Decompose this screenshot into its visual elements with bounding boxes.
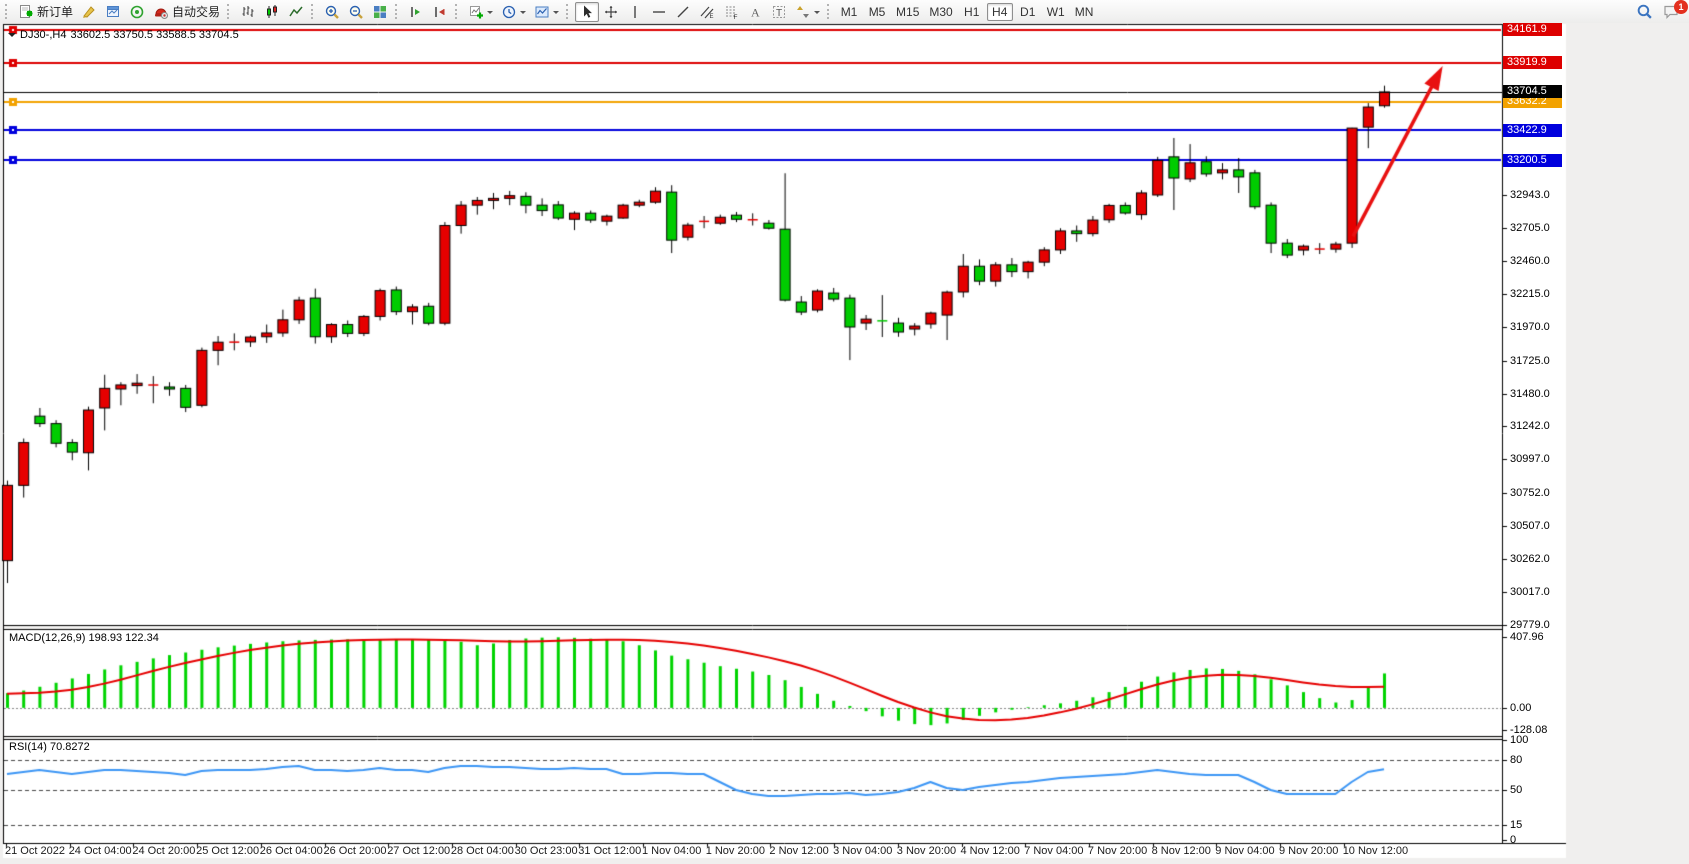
search-icon [1637, 4, 1652, 19]
text-icon: A [751, 5, 760, 19]
crosshair-button[interactable] [599, 2, 623, 22]
timeframe-button-M30[interactable]: M30 [925, 3, 956, 21]
toolbar-grip[interactable] [227, 4, 232, 19]
toolbar-grip[interactable] [566, 4, 571, 19]
label-icon: T [773, 5, 786, 19]
horizontal-line-icon [653, 10, 666, 13]
template-button[interactable] [530, 2, 563, 22]
template-icon [535, 6, 549, 17]
vertical-line-button[interactable] [623, 2, 647, 22]
zoom-in-button[interactable] [320, 2, 344, 22]
periods-button[interactable] [497, 2, 530, 22]
svg-text:F: F [734, 14, 738, 20]
vertical-line-icon [634, 5, 636, 18]
autotrading-icon [155, 8, 169, 19]
profiles-button[interactable] [101, 2, 125, 22]
signals-button[interactable] [125, 2, 149, 22]
candlestick-chart-button[interactable] [260, 2, 284, 22]
periods-icon [502, 5, 516, 18]
toolbar-right: 1 [1632, 0, 1689, 22]
candlestick-icon [267, 4, 278, 18]
text-button[interactable]: A [743, 2, 767, 22]
label-button[interactable]: T [767, 2, 791, 22]
arrows-icon [797, 5, 810, 18]
crayon-icon [83, 5, 95, 18]
new-order-button[interactable]: 新订单 [14, 2, 77, 22]
autotrading-button[interactable]: 自动交易 [149, 2, 224, 22]
timeframe-button-M1[interactable]: M1 [836, 3, 862, 21]
tile-windows-button[interactable] [368, 2, 392, 22]
trendline-button[interactable] [671, 2, 695, 22]
new-order-icon [20, 4, 33, 18]
crosshair-icon [605, 5, 618, 18]
cursor-button[interactable] [575, 1, 600, 22]
tile-windows-icon [374, 5, 387, 18]
channel-icon: E [700, 6, 714, 20]
timeframe-button-MN[interactable]: MN [1071, 3, 1098, 21]
new-order-label: 新订单 [37, 5, 74, 19]
auto-scroll-button[interactable] [428, 2, 452, 22]
toolbar-grip[interactable] [311, 4, 316, 19]
toolbar-grip[interactable] [455, 4, 460, 19]
chat-button[interactable]: 1 [1663, 0, 1688, 20]
zoom-out-icon [349, 5, 363, 19]
svg-text:T: T [776, 8, 782, 19]
search-button[interactable] [1632, 2, 1657, 22]
toolbar: 新订单 自动交易 [0, 0, 1689, 23]
timeframe-button-M15[interactable]: M15 [892, 3, 923, 21]
zoom-in-icon [325, 5, 339, 19]
auto-scroll-icon [435, 6, 445, 17]
bar-chart-icon [242, 5, 254, 17]
chart-window-icon [107, 5, 120, 17]
fibonacci-button[interactable]: F [719, 2, 743, 22]
add-indicator-icon [470, 5, 484, 18]
channel-button[interactable]: E [695, 2, 719, 22]
line-chart-button[interactable] [284, 2, 308, 22]
chat-badge: 1 [1674, 0, 1688, 14]
horizontal-line-button[interactable] [647, 2, 671, 22]
autotrading-label: 自动交易 [172, 5, 221, 19]
chart-shift-button[interactable] [404, 2, 428, 22]
timeframe-button-H1[interactable]: H1 [959, 3, 985, 21]
timeframe-button-W1[interactable]: W1 [1043, 3, 1069, 21]
arrows-tool-button[interactable] [791, 2, 824, 22]
dropdown-caret-icon [487, 11, 494, 17]
trendline-icon [677, 6, 689, 17]
svg-text:A: A [751, 5, 760, 19]
dropdown-caret-icon [553, 11, 560, 17]
cursor-icon [584, 5, 593, 18]
zoom-out-button[interactable] [344, 2, 368, 22]
signal-icon [130, 5, 144, 18]
timeframe-button-D1[interactable]: D1 [1015, 3, 1041, 21]
bar-chart-button[interactable] [236, 2, 260, 22]
timeframe-button-M5[interactable]: M5 [864, 3, 890, 21]
timeframe-button-H4[interactable]: H4 [986, 2, 1013, 21]
svg-text:E: E [710, 14, 714, 20]
add-indicator-button[interactable] [464, 2, 497, 22]
shift-end-icon [411, 6, 421, 17]
dropdown-caret-icon [520, 11, 527, 17]
toolbar-grip[interactable] [395, 4, 400, 19]
toolbar-grip[interactable] [5, 4, 10, 19]
timeframe-buttons: M1 M5 M15 M30 H1 H4 D1 W1 MN [836, 2, 1098, 21]
styler-button[interactable] [77, 2, 101, 22]
toolbar-grip[interactable] [827, 4, 832, 19]
dropdown-caret-icon [814, 11, 821, 17]
fibonacci-icon: F [726, 6, 738, 20]
line-chart-icon [289, 6, 303, 16]
